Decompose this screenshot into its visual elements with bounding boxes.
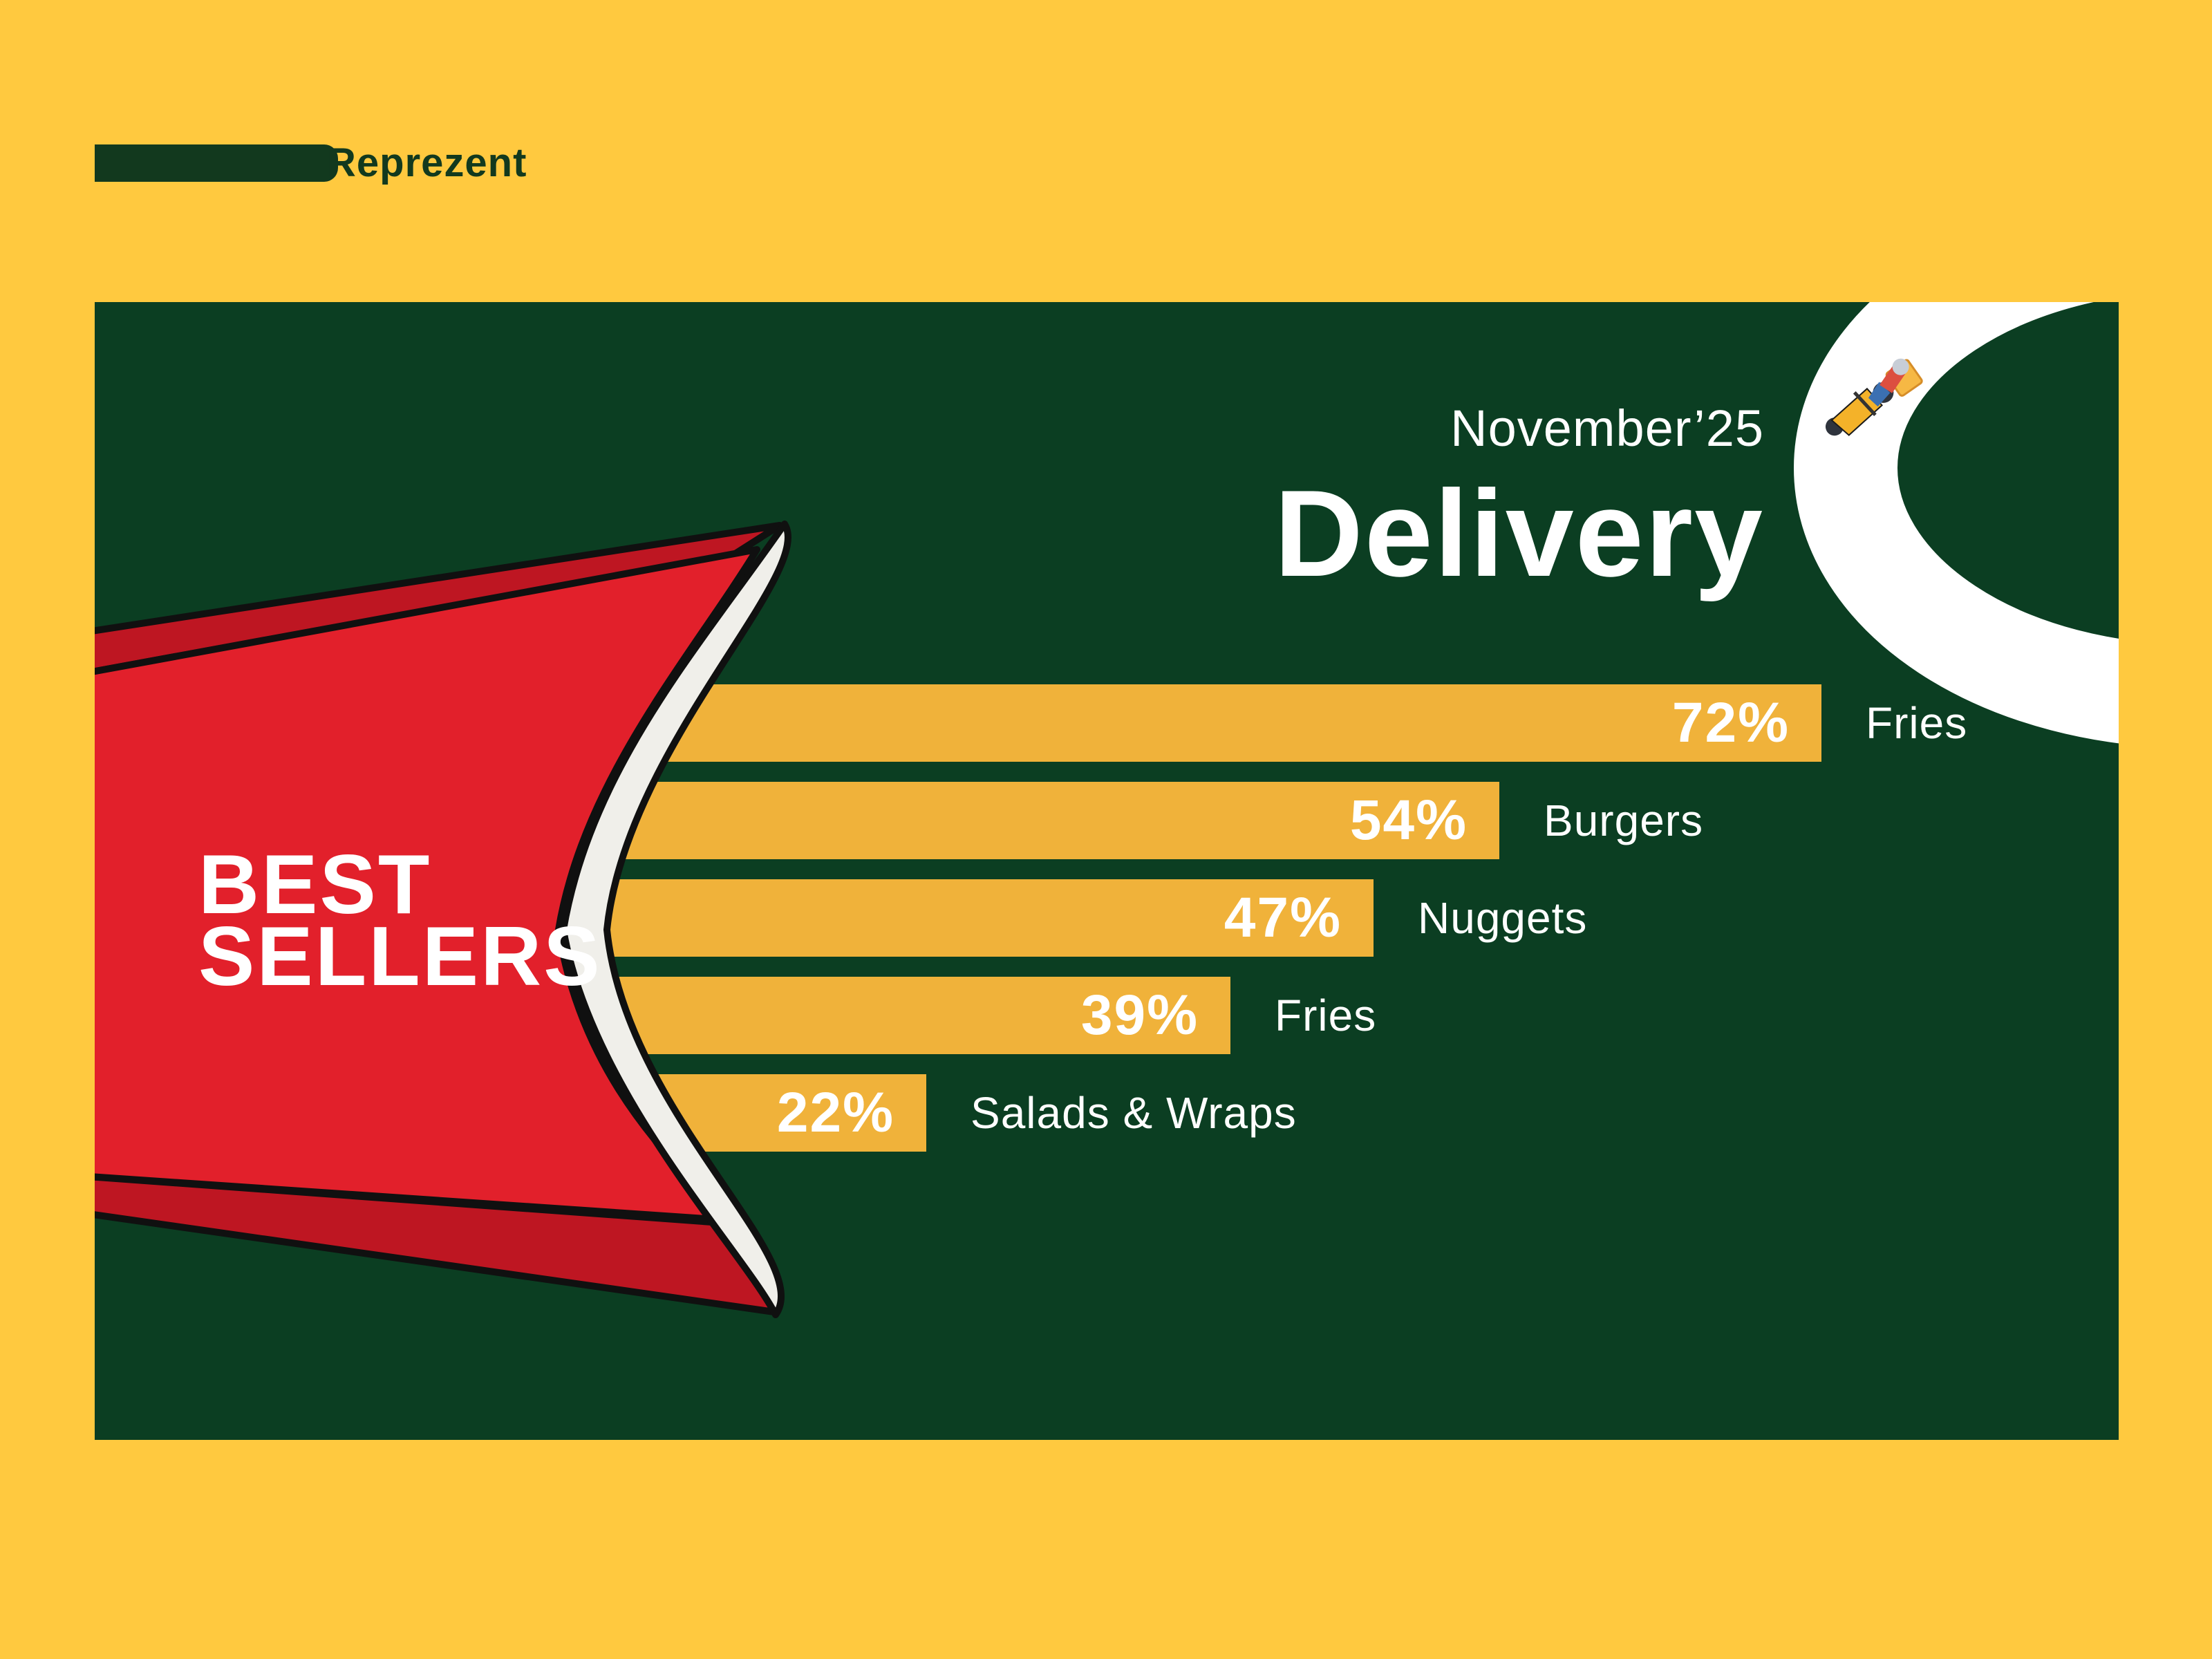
bar-value-label: 54% bbox=[1349, 789, 1468, 852]
fries-box-illustration bbox=[95, 521, 791, 1318]
logo-brand-text: Reprezent bbox=[327, 140, 527, 185]
bar-category-label: Nuggets bbox=[1418, 893, 1588, 943]
bar-row: 47% Nuggets bbox=[532, 879, 2119, 957]
period-label: November’25 bbox=[1450, 400, 1764, 457]
bar-row: 54% Burgers bbox=[532, 782, 2119, 859]
bar-category-label: Salads & Wraps bbox=[971, 1088, 1297, 1138]
bar-value-label: 72% bbox=[1671, 691, 1790, 754]
bar: 54% bbox=[532, 782, 1499, 859]
road-ring-icon bbox=[1794, 302, 2119, 744]
bar-row: 39% Fries bbox=[532, 977, 2119, 1054]
bar-category-label: Fries bbox=[1866, 698, 1968, 748]
bar: 72% bbox=[532, 684, 1821, 762]
fries-box-lip bbox=[560, 521, 791, 1318]
bar-category-label: Burgers bbox=[1544, 796, 1704, 845]
bar: 47% bbox=[532, 879, 1374, 957]
bar-value-label: 47% bbox=[1224, 886, 1342, 949]
best-sellers-label: BEST SELLERS bbox=[198, 837, 602, 1003]
bar-chart: 72% Fries 54% Burgers 47% Nuggets 39% Fries 22% S… bbox=[95, 302, 2119, 1440]
bar-value-label: 39% bbox=[1080, 984, 1199, 1047]
chart-panel: November’25 Delivery 72% Fries 54% Burgers 4… bbox=[95, 302, 2119, 1440]
delivery-scooter-icon bbox=[1825, 358, 1923, 436]
bar-value-label: 22% bbox=[776, 1081, 894, 1144]
brand-logo: Reprezent bbox=[95, 140, 527, 186]
best-sellers-line1: BEST bbox=[198, 837, 432, 931]
bar-row: 72% Fries bbox=[532, 684, 2119, 762]
bar: 39% bbox=[532, 977, 1230, 1054]
bar-category-label: Fries bbox=[1275, 991, 1377, 1040]
logo-bar-icon bbox=[95, 144, 338, 182]
page-title: Delivery bbox=[1274, 465, 1764, 602]
best-sellers-line2: SELLERS bbox=[198, 909, 602, 1003]
